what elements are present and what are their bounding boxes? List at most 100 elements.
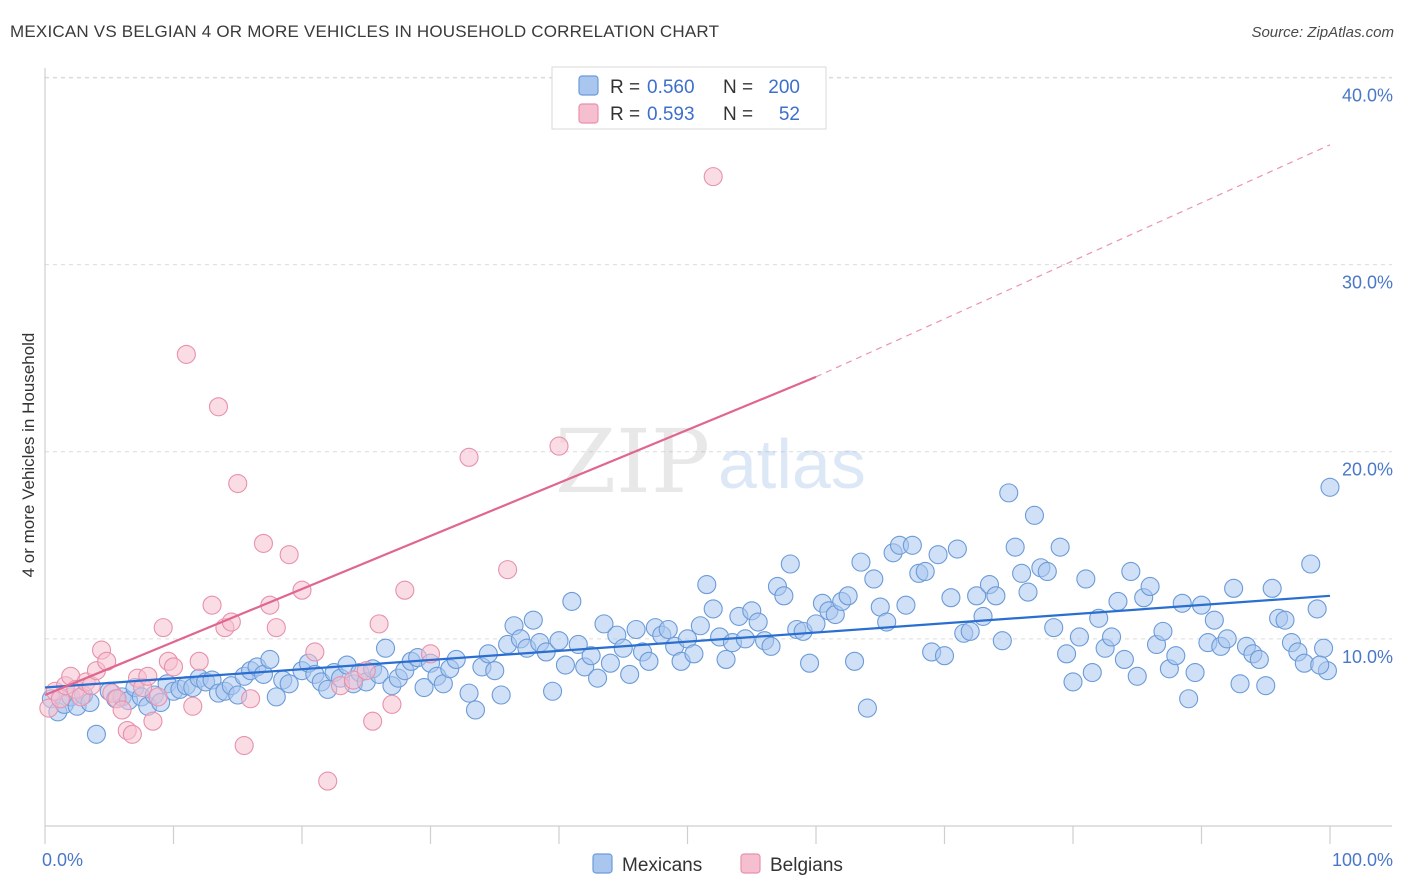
mexicans-point: [838, 586, 858, 606]
mexicans-point: [1320, 477, 1340, 497]
mexicans-point: [716, 649, 736, 669]
legend-r-label-2: R =: [610, 104, 640, 125]
mexicans-point: [1185, 662, 1205, 683]
mexicans-point: [800, 653, 820, 673]
mexicans-point: [960, 621, 980, 641]
mexicans-point: [543, 681, 563, 701]
bottom-legend-swatch-belgians: [740, 853, 761, 874]
legend-n-value-2: 52: [779, 104, 800, 125]
mexicans-point: [594, 614, 614, 634]
mexicans-point: [844, 651, 865, 671]
y-tick-label: 30.0%: [1342, 273, 1393, 293]
mexicans-point: [1089, 608, 1109, 628]
belgians-point: [703, 167, 723, 187]
mexicans-point: [1121, 561, 1141, 582]
mexicans-point: [465, 700, 486, 720]
mexicans-point: [639, 651, 659, 671]
belgians-point: [208, 397, 229, 417]
mexicans-point: [999, 483, 1019, 503]
legend-n-label-1: N =: [723, 77, 753, 98]
watermark-atlas: atlas: [718, 425, 866, 503]
x-tick-label-100: 100.0%: [1332, 850, 1393, 870]
mexicans-point: [1262, 578, 1282, 598]
y-tick-label: 10.0%: [1342, 647, 1393, 667]
legend-swatch-mexicans: [578, 75, 599, 96]
mexicans-point: [986, 586, 1006, 606]
mexicans-point: [1307, 599, 1327, 619]
mexicans-point: [523, 610, 543, 630]
mexicans-point: [626, 619, 646, 640]
belgians-point: [143, 711, 163, 731]
grid-lines: [45, 76, 1392, 640]
mexicans-point: [266, 687, 286, 707]
series-legend: Mexicans Belgians: [592, 853, 843, 876]
mexicans-point: [1166, 646, 1186, 666]
mexicans-point: [1108, 591, 1128, 611]
mexicans-point: [86, 724, 106, 744]
legend-n-label-2: N =: [723, 104, 753, 125]
mexicans-point: [1076, 569, 1096, 589]
trend-lines: [44, 144, 1331, 697]
mexicans-point: [491, 685, 511, 705]
belgians-point: [153, 618, 173, 638]
belgians-point: [498, 560, 518, 580]
belgians-point: [176, 344, 196, 364]
legend-swatch-belgians: [578, 103, 599, 124]
mexicans-point: [941, 588, 961, 608]
mexicans-point: [1275, 610, 1295, 630]
mexicans-point: [864, 569, 884, 589]
bottom-legend-swatch-mexicans: [592, 853, 613, 874]
mexicans-point: [1179, 689, 1199, 709]
mexicans-point: [947, 539, 967, 559]
mexicans-point: [1114, 649, 1134, 669]
mexicans-point: [1127, 666, 1147, 686]
mexicans-point: [549, 631, 569, 651]
mexicans-point: [690, 616, 710, 636]
mexicans-point: [915, 561, 935, 582]
chart-title: MEXICAN VS BELGIAN 4 OR MORE VEHICLES IN…: [10, 22, 720, 41]
mexicans-point: [851, 552, 871, 572]
belgians-point: [305, 642, 325, 662]
belgians-point: [241, 689, 261, 709]
mexicans-point: [600, 653, 620, 673]
belgians-point: [343, 670, 363, 690]
source-credit: Source: ZipAtlas.com: [1251, 24, 1394, 41]
mexicans-point: [1204, 610, 1224, 630]
mexicans-point: [1057, 644, 1077, 664]
mexicans-points: [41, 477, 1340, 744]
mexicans-point: [1044, 618, 1064, 638]
y-axis-tick-labels: 10.0% 20.0% 30.0% 40.0%: [1342, 85, 1393, 666]
belgians-point: [382, 694, 402, 714]
y-tick-label: 20.0%: [1342, 460, 1393, 480]
belgians-point: [112, 700, 132, 720]
mexicans-point: [774, 586, 794, 606]
mexicans-point: [857, 698, 877, 718]
mexicans-point: [555, 655, 575, 675]
belgians-point: [266, 618, 286, 638]
mexicans-point: [375, 638, 396, 658]
mexicans-trend-line: [44, 594, 1331, 689]
mexicans-point: [1037, 561, 1057, 582]
mexicans-point: [1153, 621, 1173, 641]
belgians-point: [549, 436, 569, 456]
belgians-point: [228, 473, 248, 494]
mexicans-point: [260, 649, 280, 669]
belgians-point: [363, 711, 383, 731]
mexicans-point: [1249, 649, 1269, 669]
mexicans-point: [1069, 627, 1089, 647]
mexicans-point: [1005, 537, 1025, 557]
mexicans-point: [1018, 582, 1038, 602]
y-tick-label: 40.0%: [1342, 85, 1393, 105]
mexicans-point: [902, 535, 922, 555]
mexicans-point: [562, 591, 582, 611]
mexicans-point: [896, 595, 916, 615]
mexicans-point: [1012, 563, 1032, 583]
belgians-point: [253, 533, 274, 553]
belgians-point: [234, 735, 254, 756]
mexicans-point: [1314, 638, 1334, 658]
mexicans-point: [967, 586, 987, 606]
belgians-point: [183, 696, 203, 716]
belgians-trend-extension: [815, 144, 1331, 378]
mexicans-point: [1310, 655, 1330, 675]
mexicans-point: [703, 599, 723, 619]
